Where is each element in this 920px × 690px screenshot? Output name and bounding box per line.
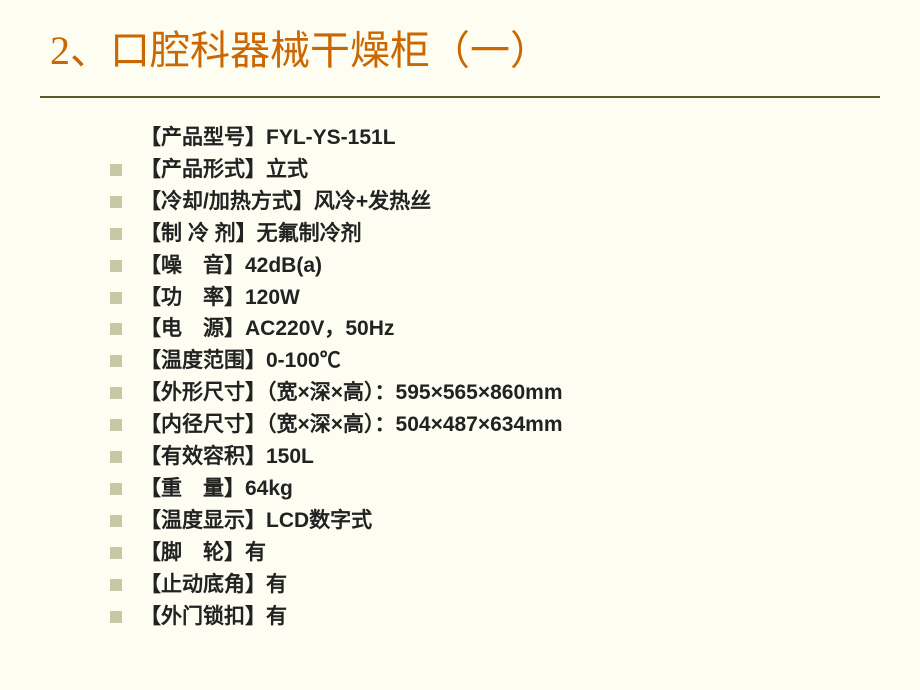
bullet-icon [110, 547, 122, 559]
bullet-icon [110, 355, 122, 367]
bullet-icon [110, 228, 122, 240]
spec-value: （宽×深×高）：595×565×860mm [266, 381, 563, 404]
spec-text: 【外形尺寸】（宽×深×高）：595×565×860mm [140, 377, 563, 409]
spec-row: 【电 源】AC220V，50Hz [110, 313, 880, 345]
spec-value: 有 [266, 573, 287, 596]
spec-row: 【功 率】120W [110, 282, 880, 314]
spec-row: 【冷却/加热方式】风冷+发热丝 [110, 186, 880, 218]
bullet-icon [110, 323, 122, 335]
spec-label: 【产品形式】 [140, 158, 266, 181]
spec-row: 【内径尺寸】（宽×深×高）：504×487×634mm [110, 409, 880, 441]
bullet-icon [110, 451, 122, 463]
spec-value: 150L [266, 445, 314, 468]
spec-text: 【产品形式】立式 [140, 154, 308, 186]
bullet-icon [110, 292, 122, 304]
spec-text: 【制 冷 剂】无氟制冷剂 [140, 218, 362, 250]
spec-value: 立式 [266, 158, 308, 181]
spec-value: 42dB(a) [245, 254, 322, 277]
spec-row: 【脚 轮】有 [110, 537, 880, 569]
bullet-icon [110, 196, 122, 208]
spec-value: FYL-YS-151L [266, 126, 396, 149]
spec-label: 【制 冷 剂】 [140, 222, 257, 245]
spec-text: 【电 源】AC220V，50Hz [140, 313, 394, 345]
spec-list: 【产品型号】FYL-YS-151L 【产品形式】立式【冷却/加热方式】风冷+发热… [40, 122, 880, 633]
bullet-icon [110, 579, 122, 591]
spec-label: 【产品型号】 [140, 126, 266, 149]
spec-text: 【止动底角】有 [140, 569, 287, 601]
spec-text: 【温度范围】0-100℃ [140, 345, 341, 377]
bullet-icon [110, 260, 122, 272]
bullet-icon [110, 387, 122, 399]
spec-row-first: 【产品型号】FYL-YS-151L [110, 122, 880, 154]
spec-value: 风冷+发热丝 [314, 190, 431, 213]
spec-label: 【外形尺寸】 [140, 381, 266, 404]
spec-value: 有 [245, 541, 266, 564]
spec-row: 【重 量】64kg [110, 473, 880, 505]
spec-row: 【外门锁扣】有 [110, 601, 880, 633]
spec-text: 【脚 轮】有 [140, 537, 266, 569]
spec-label: 【电 源】 [140, 317, 245, 340]
spec-text: 【噪 音】42dB(a) [140, 250, 322, 282]
spec-value: 无氟制冷剂 [257, 222, 362, 245]
spec-row: 【噪 音】42dB(a) [110, 250, 880, 282]
spec-value: 64kg [245, 477, 293, 500]
spec-value: AC220V，50Hz [245, 317, 394, 340]
spec-value: （宽×深×高）：504×487×634mm [266, 413, 563, 436]
bullet-icon [110, 611, 122, 623]
spec-row: 【外形尺寸】（宽×深×高）：595×565×860mm [110, 377, 880, 409]
spec-value: LCD数字式 [266, 509, 372, 532]
spec-text: 【外门锁扣】有 [140, 601, 287, 633]
spec-text: 【功 率】120W [140, 282, 300, 314]
spec-row: 【制 冷 剂】无氟制冷剂 [110, 218, 880, 250]
spec-label: 【重 量】 [140, 477, 245, 500]
bullet-icon [110, 483, 122, 495]
spec-value: 0-100℃ [266, 349, 341, 372]
bullet-icon [110, 419, 122, 431]
spec-value: 有 [266, 605, 287, 628]
spec-value: 120W [245, 286, 300, 309]
spec-row: 【温度显示】LCD数字式 [110, 505, 880, 537]
bullet-icon [110, 515, 122, 527]
spec-label: 【止动底角】 [140, 573, 266, 596]
spec-label: 【温度显示】 [140, 509, 266, 532]
spec-text: 【内径尺寸】（宽×深×高）：504×487×634mm [140, 409, 563, 441]
spec-text: 【有效容积】150L [140, 441, 314, 473]
spec-row: 【止动底角】有 [110, 569, 880, 601]
spec-row: 【产品形式】立式 [110, 154, 880, 186]
spec-label: 【温度范围】 [140, 349, 266, 372]
spec-text: 【冷却/加热方式】风冷+发热丝 [140, 186, 431, 218]
spec-label: 【噪 音】 [140, 254, 245, 277]
spec-text: 【重 量】64kg [140, 473, 293, 505]
spec-label: 【脚 轮】 [140, 541, 245, 564]
spec-label: 【功 率】 [140, 286, 245, 309]
spec-label: 【冷却/加热方式】 [140, 190, 314, 213]
spec-label: 【有效容积】 [140, 445, 266, 468]
spec-label: 【内径尺寸】 [140, 413, 266, 436]
slide-title: 2、口腔科器械干燥柜（一） [40, 18, 880, 98]
bullet-icon [110, 164, 122, 176]
slide: 2、口腔科器械干燥柜（一） 【产品型号】FYL-YS-151L 【产品形式】立式… [0, 0, 920, 690]
spec-label: 【外门锁扣】 [140, 605, 266, 628]
spec-text: 【温度显示】LCD数字式 [140, 505, 372, 537]
spec-row: 【温度范围】0-100℃ [110, 345, 880, 377]
spec-row: 【有效容积】150L [110, 441, 880, 473]
